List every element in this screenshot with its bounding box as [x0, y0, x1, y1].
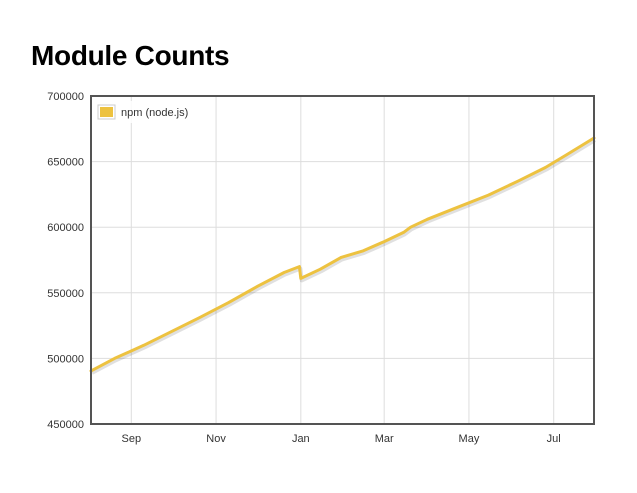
x-axis-ticks: Sep Nov Jan Mar May Jul — [122, 433, 561, 445]
data-point — [198, 316, 201, 319]
legend-swatch-frame — [97, 104, 116, 120]
data-point — [298, 265, 301, 268]
data-point — [452, 207, 455, 211]
x-tick-label: Mar — [375, 433, 394, 445]
x-tick-label: Nov — [206, 433, 226, 445]
x-tick-label: Jul — [547, 433, 561, 445]
series-layer — [89, 136, 597, 375]
data-point — [282, 271, 286, 274]
legend-swatch — [100, 107, 113, 117]
data-point — [565, 153, 568, 157]
y-tick-label: 700000 — [47, 91, 84, 103]
data-point — [256, 285, 259, 288]
page-title: Module Counts — [31, 40, 230, 71]
x-tick-label: May — [459, 433, 480, 445]
data-point — [299, 277, 303, 280]
legend-label: npm (node.js) — [121, 107, 188, 119]
y-tick-label: 450000 — [47, 419, 84, 431]
legend: npm (node.js) — [94, 101, 198, 123]
y-axis-ticks: 450000 500000 550000 600000 650000 700000 — [47, 91, 84, 431]
grid-lines — [91, 96, 594, 424]
legend-box — [94, 101, 198, 123]
data-point — [426, 218, 429, 221]
y-tick-label: 650000 — [47, 157, 84, 169]
data-point — [544, 166, 547, 169]
data-point — [487, 193, 490, 197]
data-point — [402, 231, 405, 234]
plot-frame — [90, 95, 595, 425]
data-point — [113, 357, 116, 360]
data-point — [409, 226, 412, 229]
x-tick-label: Jan — [292, 433, 310, 445]
data-point — [362, 249, 365, 253]
data-point — [227, 301, 230, 304]
series-shadow — [91, 138, 597, 375]
data-point — [382, 240, 386, 243]
data-point — [319, 267, 322, 271]
y-tick-label: 550000 — [47, 288, 84, 300]
x-tick-label: Sep — [122, 433, 142, 445]
y-tick-label: 600000 — [47, 222, 84, 234]
y-tick-label: 500000 — [47, 353, 84, 365]
data-point — [142, 344, 146, 347]
data-point — [516, 180, 519, 183]
data-point — [171, 329, 175, 333]
data-point — [339, 256, 343, 259]
